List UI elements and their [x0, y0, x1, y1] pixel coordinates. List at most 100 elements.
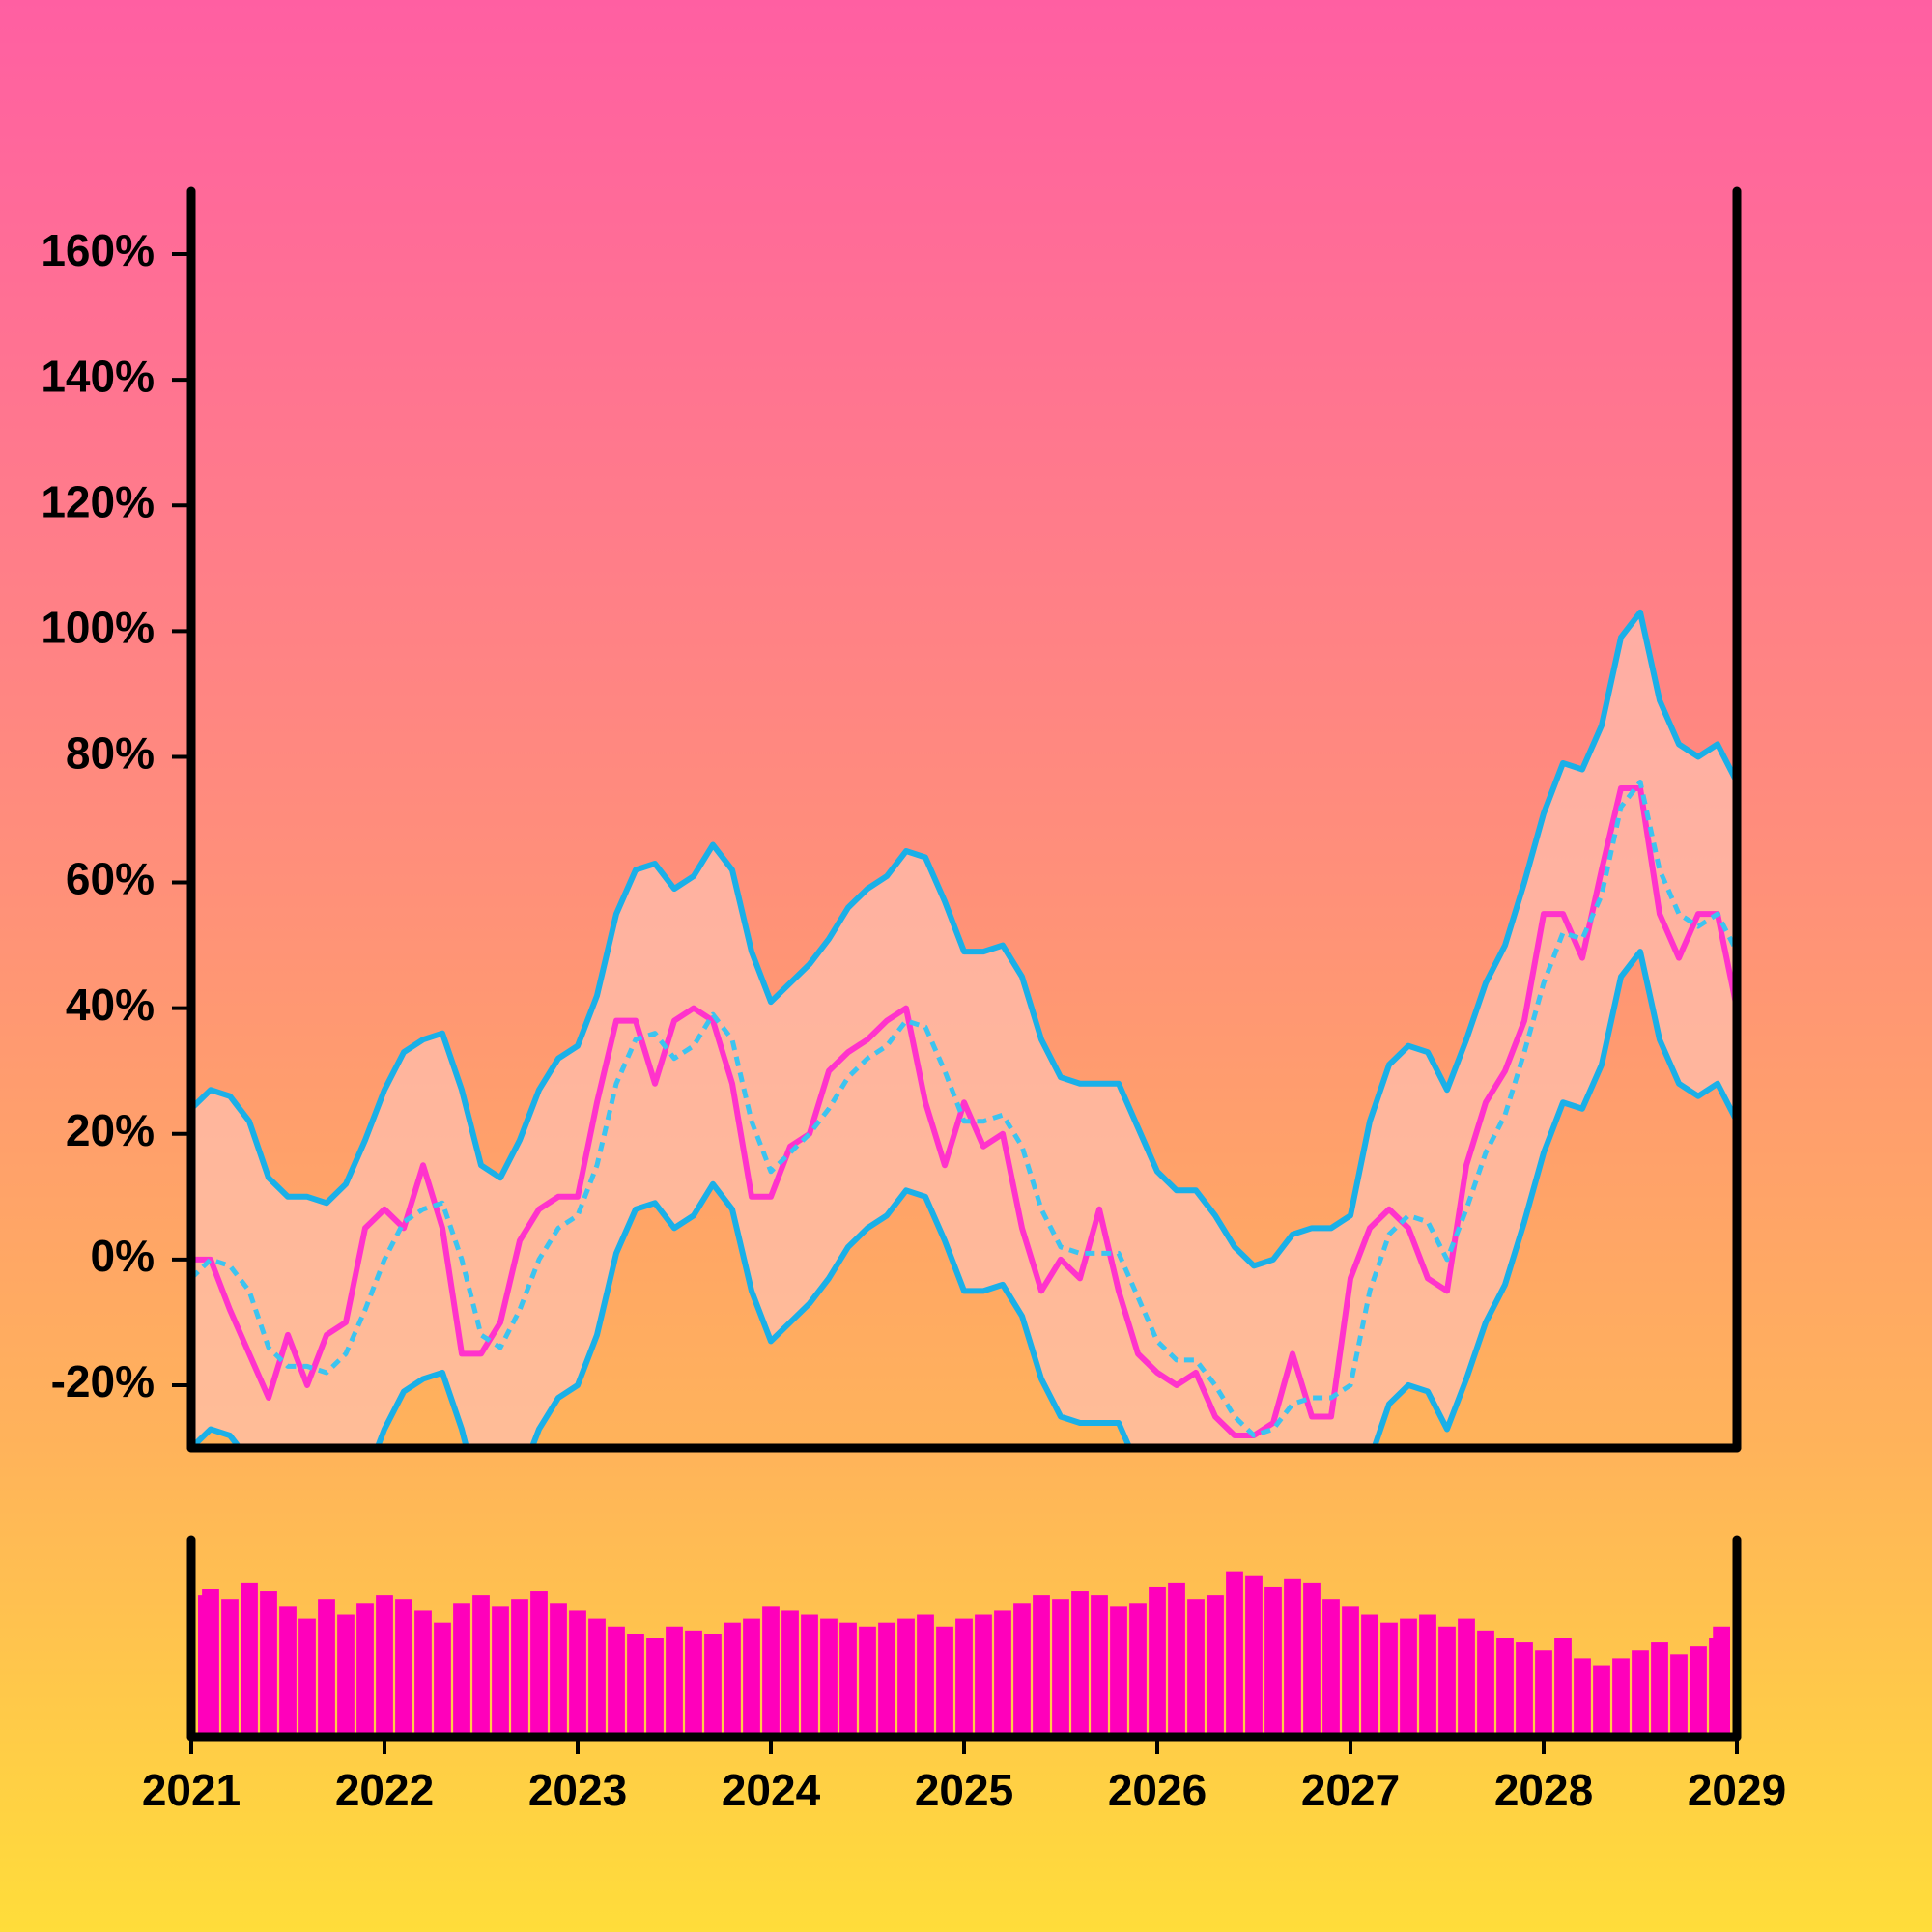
volume-bar	[1380, 1622, 1398, 1737]
volume-bar	[1419, 1614, 1436, 1737]
volume-bar	[801, 1614, 818, 1737]
volume-bar	[1713, 1626, 1731, 1737]
x-tick-label: 2021	[142, 1765, 241, 1815]
volume-bar	[781, 1610, 799, 1737]
volume-bar	[1149, 1586, 1166, 1737]
volume-bar	[704, 1634, 722, 1737]
volume-bar	[994, 1610, 1011, 1737]
x-tick-label: 2025	[915, 1765, 1013, 1815]
volume-bar	[1690, 1646, 1707, 1737]
volume-bar	[202, 1589, 219, 1737]
volume-bar	[859, 1626, 876, 1737]
x-tick-label: 2029	[1688, 1765, 1786, 1815]
volume-bar	[1187, 1599, 1205, 1737]
volume-bar	[588, 1618, 606, 1737]
y-tick-label: 60%	[66, 854, 155, 904]
volume-bar	[1458, 1618, 1475, 1737]
volume-bar	[627, 1634, 644, 1737]
volume-bar	[1284, 1578, 1301, 1737]
x-tick-label: 2027	[1301, 1765, 1400, 1815]
volume-bar	[530, 1591, 548, 1737]
volume-bar	[221, 1599, 239, 1737]
volume-bar	[1477, 1630, 1494, 1737]
volume-bar	[376, 1595, 393, 1737]
x-tick-label: 2022	[335, 1765, 434, 1815]
y-tick-label: 20%	[66, 1105, 155, 1155]
volume-bar	[569, 1610, 586, 1737]
volume-bar	[1052, 1599, 1069, 1737]
series-line	[191, 609, 1737, 1269]
y-tick-label: 140%	[41, 351, 155, 401]
volume-bar	[1361, 1614, 1378, 1737]
volume-bar	[743, 1618, 760, 1737]
volume-bar	[762, 1606, 780, 1737]
x-tick-label: 2026	[1108, 1765, 1207, 1815]
y-tick-label: 40%	[66, 980, 155, 1030]
volume-bar	[1400, 1618, 1417, 1737]
x-tick-label: 2028	[1494, 1765, 1593, 1815]
y-tick-label: 80%	[66, 728, 155, 779]
series-line	[191, 784, 1737, 1438]
volume-bar	[646, 1638, 664, 1737]
volume-bar	[1226, 1571, 1243, 1737]
volume-bar	[1245, 1575, 1263, 1737]
volume-bar	[241, 1582, 258, 1737]
y-tick-label: 0%	[91, 1231, 155, 1281]
volume-bar	[897, 1618, 915, 1737]
series-line	[191, 779, 1737, 1438]
volume-bar	[356, 1603, 374, 1737]
volume-bar	[1342, 1606, 1359, 1737]
volume-bar	[1651, 1642, 1668, 1737]
volume-bar	[955, 1618, 973, 1737]
volume-bar	[1303, 1582, 1321, 1737]
y-tick-label: -20%	[51, 1356, 155, 1406]
volume-bar	[453, 1603, 470, 1737]
y-tick-label: 160%	[41, 225, 155, 275]
x-tick-label: 2024	[722, 1765, 821, 1815]
volume-bar	[724, 1622, 741, 1737]
volume-bar	[1612, 1658, 1630, 1737]
volume-bar	[1129, 1603, 1147, 1737]
volume-bar	[260, 1591, 277, 1737]
volume-bar	[298, 1618, 316, 1737]
volume-bar	[511, 1599, 528, 1737]
volume-bar	[1554, 1638, 1572, 1737]
volume-bar	[434, 1622, 451, 1737]
volume-bar	[1593, 1665, 1610, 1737]
volume-bar	[917, 1614, 934, 1737]
volume-bar	[1670, 1654, 1688, 1737]
volume-bar	[1207, 1595, 1224, 1737]
volume-bar	[395, 1599, 412, 1737]
plot-area	[191, 609, 1737, 1448]
volume-bar	[839, 1622, 857, 1737]
volume-bar	[414, 1610, 432, 1737]
volume-bar	[1322, 1599, 1340, 1737]
volume-bar	[1438, 1626, 1456, 1737]
y-tick-label: 120%	[41, 476, 155, 526]
volume-bar	[279, 1606, 297, 1737]
volume-bar	[1168, 1582, 1185, 1737]
x-tick-label: 2023	[528, 1765, 627, 1815]
volume-bar	[878, 1622, 895, 1737]
volume-bar	[1033, 1595, 1050, 1737]
volume-bar	[1516, 1642, 1533, 1737]
volume-bar	[337, 1614, 355, 1737]
volume-bar	[975, 1614, 992, 1737]
volume-bar	[318, 1599, 335, 1737]
y-tick-label: 100%	[41, 603, 155, 653]
volume-bar	[1071, 1591, 1089, 1737]
volume-bar	[492, 1606, 509, 1737]
band-fill	[191, 611, 1737, 1448]
volume-bar	[820, 1618, 838, 1737]
series-line	[191, 949, 1737, 1448]
volume-bar	[1091, 1595, 1108, 1737]
volume-bar	[1013, 1603, 1031, 1737]
volume-bar	[608, 1626, 625, 1737]
volume-bar	[1632, 1650, 1649, 1737]
volume-bar	[685, 1630, 702, 1737]
volume-bar	[1264, 1586, 1282, 1737]
volume-bar	[936, 1626, 953, 1737]
volume-bar	[666, 1626, 683, 1737]
volume-bar	[1574, 1658, 1591, 1737]
